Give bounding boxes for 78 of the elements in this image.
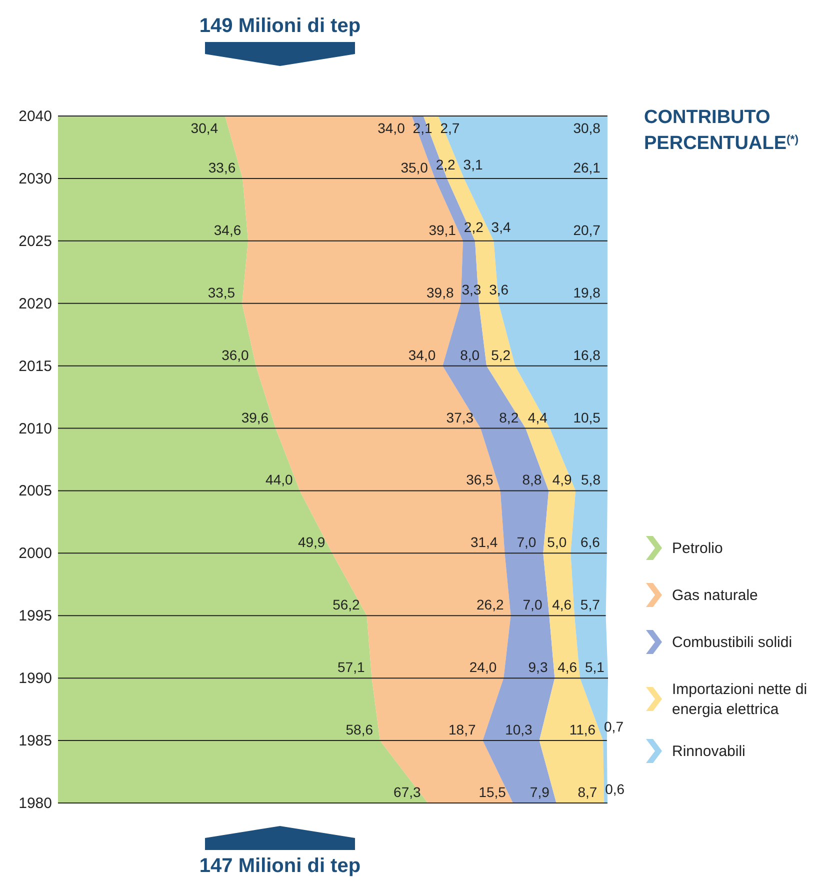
y-tick-label: 1995 (18, 608, 52, 625)
data-label: 5,2 (491, 346, 511, 363)
data-label: 7,0 (522, 596, 542, 613)
data-label: 5,0 (547, 534, 567, 550)
data-label: 5,1 (585, 659, 605, 676)
data-label: 39,1 (428, 222, 456, 238)
y-tick-label: 2005 (18, 482, 52, 500)
y-tick-label: 1980 (18, 795, 52, 812)
legend-label: Rinnovabili (672, 743, 746, 760)
y-tick-label: 2000 (18, 545, 52, 562)
y-tick-label: 2030 (18, 170, 52, 188)
data-label: 10,5 (573, 409, 601, 426)
data-label: 26,1 (573, 159, 601, 176)
data-label: 24,0 (469, 659, 497, 676)
y-tick-label: 2025 (18, 232, 52, 250)
data-label: 18,7 (448, 722, 476, 738)
data-label: 34,0 (408, 346, 436, 363)
data-label: 15,5 (478, 784, 506, 800)
data-label: 34,6 (214, 222, 242, 238)
data-label: 37,3 (446, 409, 474, 426)
data-label: 8,7 (578, 784, 598, 800)
data-label: 2,2 (464, 218, 484, 235)
data-label: 11,6 (569, 722, 596, 738)
data-label: 31,4 (470, 534, 498, 550)
data-label: 57,1 (338, 659, 365, 676)
data-label: 20,7 (573, 222, 601, 238)
data-label: 2,7 (440, 120, 460, 136)
data-label: 33,5 (208, 284, 236, 300)
data-label: 30,4 (190, 120, 218, 136)
data-label: 36,0 (222, 346, 250, 363)
data-label: 10,3 (505, 722, 533, 738)
y-tick-label: 2010 (18, 420, 52, 438)
data-label: 19,8 (573, 284, 601, 300)
data-label: 2,2 (436, 156, 456, 172)
data-label: 4,4 (528, 409, 548, 426)
data-label: 44,0 (266, 472, 293, 488)
data-label: 4,9 (552, 472, 572, 488)
legend-label: Petrolio (672, 540, 723, 557)
data-label: 5,7 (580, 596, 600, 613)
data-label: 34,0 (378, 120, 406, 136)
data-label: 0,7 (604, 718, 624, 735)
data-label: 39,6 (241, 409, 269, 426)
data-label: 3,1 (463, 156, 483, 172)
data-label: 67,3 (394, 784, 422, 800)
data-label: 5,8 (581, 472, 601, 488)
y-tick-label: 1990 (18, 670, 52, 688)
y-tick-label: 2015 (18, 358, 52, 375)
data-label: 26,2 (476, 596, 504, 613)
data-label: 3,4 (491, 218, 511, 235)
data-label: 8,0 (460, 346, 480, 363)
y-tick-label: 1985 (18, 732, 52, 750)
data-label: 3,6 (489, 281, 509, 298)
data-label: 16,8 (573, 346, 601, 363)
legend-label: Importazioni nette di energia elettrica (672, 681, 808, 718)
text: 149 Milioni di tep (199, 15, 361, 37)
data-label: 58,6 (346, 722, 374, 738)
data-label: 0,6 (605, 781, 625, 797)
data-label: 8,2 (499, 409, 519, 426)
data-label: 36,5 (466, 472, 494, 488)
data-label: 35,0 (400, 159, 428, 176)
data-label: 7,9 (530, 784, 550, 800)
data-label: 39,8 (426, 284, 454, 300)
data-label: 7,0 (516, 534, 536, 550)
legend-title: CONTRIBUTO PERCENTUALE$^{(*)}$ (644, 107, 799, 154)
data-label: 30,8 (573, 120, 601, 136)
data-label: 8,8 (522, 472, 542, 488)
y-tick-label: 2020 (18, 295, 52, 312)
data-label: 9,3 (528, 659, 548, 676)
y-tick-label: 2040 (18, 108, 52, 125)
legend-label: Combustibili solidi (672, 634, 792, 651)
legend-label: Gas naturale (672, 587, 758, 604)
data-label: 4,6 (552, 596, 572, 613)
data-label: 56,2 (332, 596, 360, 613)
text: 147 Milioni di tep (199, 855, 361, 877)
data-label: 4,6 (558, 659, 578, 676)
data-label: 6,6 (580, 534, 600, 550)
data-label: 33,6 (208, 159, 236, 176)
data-label: 49,9 (298, 534, 326, 550)
